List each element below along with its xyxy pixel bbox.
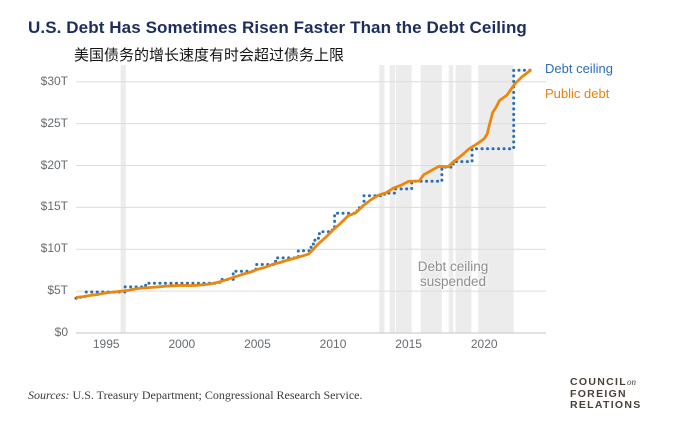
sources-label: Sources: — [28, 388, 70, 402]
suspension-band — [448, 65, 454, 333]
x-tick-label: 1995 — [92, 337, 120, 351]
cfr-logo-on: on — [626, 377, 636, 387]
suspension-band — [395, 65, 412, 333]
y-tick-label: $10T — [40, 241, 68, 256]
legend-debt-ceiling: Debt ceiling — [545, 61, 613, 76]
sources-note: Sources: U.S. Treasury Department; Congr… — [28, 388, 363, 403]
x-tick-label: 2010 — [319, 337, 347, 351]
cfr-logo: COUNCILon FOREIGN RELATIONS — [570, 376, 642, 412]
suspension-band — [120, 65, 126, 333]
legend-public-debt: Public debt — [545, 86, 610, 101]
y-tick-label: $25T — [40, 115, 68, 130]
annotation-line-1: Debt ceiling — [417, 259, 489, 274]
y-tick-label: $20T — [40, 157, 68, 172]
y-tick-label: $5T — [47, 283, 68, 298]
series-debt-ceiling — [74, 68, 535, 300]
suspension-band — [379, 65, 385, 333]
y-tick-label: $30T — [40, 73, 68, 88]
chart-title: U.S. Debt Has Sometimes Risen Faster Tha… — [28, 18, 527, 37]
suspension-band — [455, 65, 472, 333]
x-tick-label: 2015 — [395, 337, 422, 351]
suspension-band — [420, 65, 442, 333]
suspension-band — [389, 65, 395, 333]
debt-vs-ceiling-chart — [74, 65, 546, 334]
annotation-line-2: suspended — [419, 274, 487, 289]
annotation-debt-ceiling-suspended: Debt ceiling suspended — [392, 259, 514, 289]
y-tick-label: $0 — [54, 325, 68, 339]
x-tick-label: 2020 — [470, 337, 498, 351]
cfr-logo-line-3: RELATIONS — [570, 399, 642, 411]
chart-subtitle-chinese: 美国债务的增长速度有时会超过债务上限 — [74, 47, 345, 64]
cfr-logo-line-1: COUNCILon — [570, 376, 636, 388]
cfr-logo-line-2: FOREIGN — [570, 387, 627, 400]
series-public-debt — [75, 68, 532, 299]
x-tick-label: 2005 — [244, 337, 271, 351]
y-tick-label: $15T — [40, 199, 68, 214]
sources-text: U.S. Treasury Department; Congressional … — [72, 388, 363, 402]
x-tick-label: 2000 — [168, 337, 196, 351]
